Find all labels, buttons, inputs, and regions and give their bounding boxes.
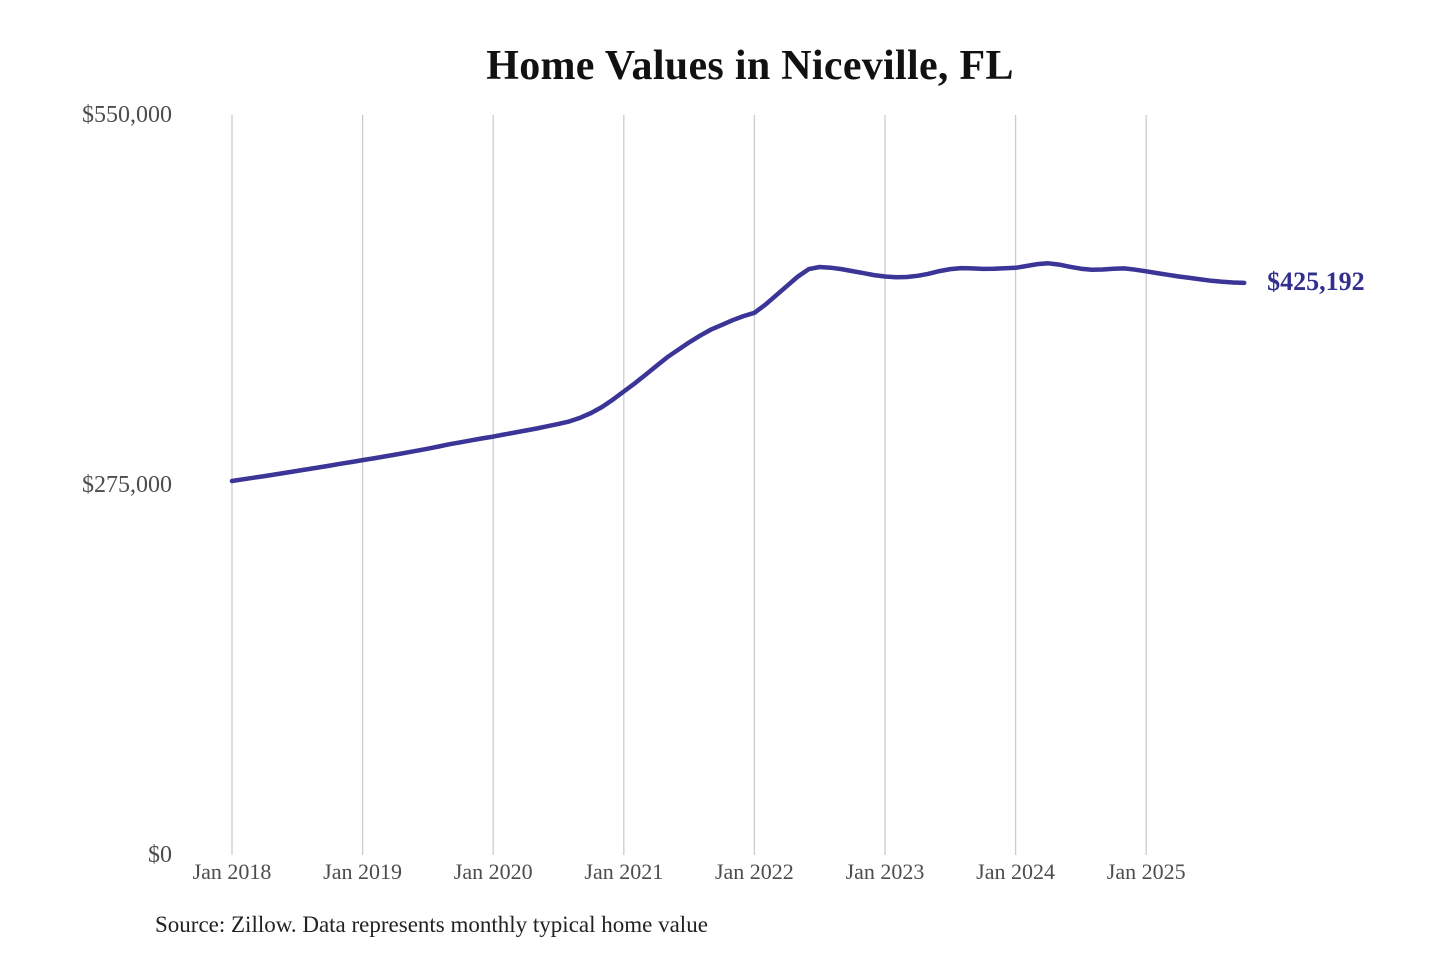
- x-axis-tick-label: Jan 2024: [976, 859, 1056, 884]
- x-axis-tick-label: Jan 2022: [714, 859, 794, 884]
- series-end-value-label: $425,192: [1267, 266, 1365, 296]
- x-axis-tick-label: Jan 2019: [323, 859, 403, 884]
- y-axis-tick-label: $275,000: [82, 472, 172, 498]
- x-axis-tick-label: Jan 2020: [453, 859, 533, 884]
- y-axis-tick-label: $0: [148, 842, 172, 868]
- x-axis-tick-label: Jan 2021: [584, 859, 664, 884]
- source-note: Source: Zillow. Data represents monthly …: [155, 912, 708, 937]
- home-value-line: [229, 261, 1247, 484]
- x-axis-tick-label: Jan 2025: [1106, 859, 1186, 884]
- chart-title: Home Values in Niceville, FL: [486, 43, 1014, 89]
- y-axis-tick-label: $550,000: [82, 102, 172, 128]
- x-axis-tick-label: Jan 2018: [192, 859, 272, 884]
- x-axis-tick-label: Jan 2023: [845, 859, 925, 884]
